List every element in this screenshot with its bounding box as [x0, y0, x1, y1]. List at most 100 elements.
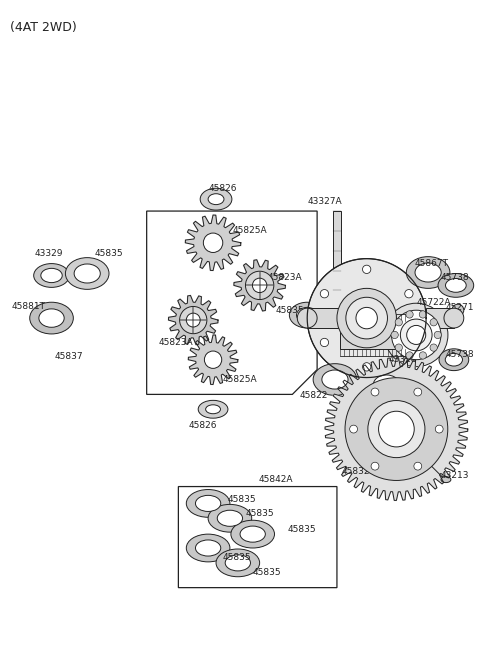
- Ellipse shape: [368, 401, 425, 458]
- Ellipse shape: [445, 279, 466, 293]
- Ellipse shape: [245, 271, 274, 300]
- Ellipse shape: [65, 258, 109, 289]
- Ellipse shape: [320, 338, 329, 346]
- Ellipse shape: [320, 289, 329, 298]
- Text: 45842A: 45842A: [258, 475, 293, 483]
- Ellipse shape: [346, 297, 387, 339]
- Ellipse shape: [200, 188, 232, 210]
- Polygon shape: [234, 260, 286, 311]
- Ellipse shape: [337, 289, 396, 348]
- Ellipse shape: [371, 462, 379, 470]
- Text: 43327A: 43327A: [307, 197, 342, 206]
- Ellipse shape: [373, 375, 399, 394]
- Ellipse shape: [74, 264, 100, 283]
- Text: 45835: 45835: [246, 509, 275, 518]
- Ellipse shape: [186, 489, 230, 518]
- Ellipse shape: [216, 549, 260, 577]
- Ellipse shape: [30, 302, 73, 334]
- Text: 45722A: 45722A: [416, 298, 451, 307]
- Text: 45738: 45738: [441, 272, 469, 281]
- Ellipse shape: [217, 510, 242, 526]
- Ellipse shape: [430, 344, 437, 351]
- Text: 45835: 45835: [228, 495, 256, 504]
- Ellipse shape: [195, 540, 221, 556]
- Ellipse shape: [419, 311, 427, 318]
- Ellipse shape: [198, 400, 228, 418]
- Ellipse shape: [307, 258, 426, 378]
- Text: (4AT 2WD): (4AT 2WD): [10, 21, 77, 34]
- Ellipse shape: [384, 303, 448, 367]
- Polygon shape: [185, 215, 241, 270]
- Ellipse shape: [41, 268, 62, 283]
- Bar: [333, 211, 341, 310]
- Ellipse shape: [356, 308, 377, 329]
- Bar: [340, 321, 409, 349]
- Ellipse shape: [444, 308, 464, 328]
- Text: 43213: 43213: [441, 471, 469, 480]
- Bar: [307, 308, 345, 328]
- Text: 45271: 45271: [446, 303, 474, 312]
- Ellipse shape: [204, 351, 222, 369]
- Polygon shape: [188, 335, 238, 384]
- Ellipse shape: [415, 263, 441, 282]
- Ellipse shape: [322, 370, 348, 389]
- Bar: [426, 308, 454, 328]
- Text: 45867T: 45867T: [414, 258, 448, 268]
- Text: 43329: 43329: [392, 394, 420, 403]
- Ellipse shape: [297, 308, 318, 323]
- Ellipse shape: [452, 304, 464, 316]
- Ellipse shape: [289, 302, 325, 328]
- Ellipse shape: [34, 264, 70, 287]
- Polygon shape: [325, 358, 468, 501]
- Ellipse shape: [231, 520, 275, 548]
- Text: 45835: 45835: [223, 553, 252, 562]
- Ellipse shape: [345, 378, 448, 480]
- Text: 43329: 43329: [35, 249, 63, 258]
- Ellipse shape: [313, 363, 357, 396]
- Ellipse shape: [180, 306, 207, 334]
- Ellipse shape: [362, 363, 371, 371]
- Ellipse shape: [419, 352, 427, 359]
- Ellipse shape: [406, 352, 413, 359]
- Ellipse shape: [392, 310, 441, 359]
- Ellipse shape: [186, 313, 200, 327]
- Ellipse shape: [365, 369, 408, 400]
- Ellipse shape: [445, 354, 463, 366]
- Text: 45826: 45826: [209, 184, 237, 194]
- Ellipse shape: [186, 534, 230, 562]
- Text: 45738: 45738: [446, 350, 475, 359]
- Ellipse shape: [395, 319, 402, 326]
- Ellipse shape: [439, 349, 469, 371]
- Ellipse shape: [225, 555, 251, 571]
- Text: 45823A: 45823A: [267, 272, 302, 281]
- Text: 45832: 45832: [342, 466, 371, 476]
- Ellipse shape: [395, 344, 402, 351]
- Text: 45835: 45835: [252, 568, 281, 577]
- Text: 43328: 43328: [388, 355, 417, 364]
- Text: 45826: 45826: [189, 421, 217, 430]
- Ellipse shape: [362, 265, 371, 274]
- Ellipse shape: [39, 309, 64, 327]
- Ellipse shape: [297, 308, 317, 328]
- Text: 45835: 45835: [276, 306, 304, 315]
- Ellipse shape: [371, 388, 379, 396]
- Text: 45881T: 45881T: [12, 302, 46, 311]
- Ellipse shape: [405, 289, 413, 298]
- Ellipse shape: [414, 388, 422, 396]
- Ellipse shape: [435, 425, 443, 433]
- Text: 45825A: 45825A: [233, 226, 267, 235]
- Ellipse shape: [407, 325, 426, 344]
- Ellipse shape: [204, 233, 223, 253]
- Ellipse shape: [208, 504, 252, 532]
- Ellipse shape: [430, 319, 437, 326]
- Ellipse shape: [240, 526, 265, 542]
- Text: 45721B: 45721B: [352, 295, 386, 304]
- Text: 45823A: 45823A: [158, 338, 193, 347]
- Text: 45837: 45837: [55, 352, 83, 361]
- Ellipse shape: [208, 194, 224, 205]
- Ellipse shape: [349, 425, 358, 433]
- Ellipse shape: [252, 278, 267, 293]
- Ellipse shape: [406, 256, 450, 289]
- Polygon shape: [168, 295, 218, 344]
- Ellipse shape: [391, 331, 398, 338]
